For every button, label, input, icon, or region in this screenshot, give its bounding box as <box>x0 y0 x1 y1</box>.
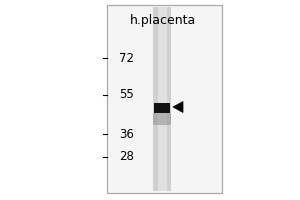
Bar <box>153 7 171 191</box>
Bar <box>158 7 166 191</box>
Text: h.placenta: h.placenta <box>130 14 196 27</box>
Bar <box>107 5 222 193</box>
Bar <box>107 5 222 193</box>
Text: 28: 28 <box>119 150 134 164</box>
Polygon shape <box>173 102 183 112</box>
Text: 55: 55 <box>119 88 134 102</box>
Text: 72: 72 <box>119 51 134 64</box>
Bar <box>154 103 170 113</box>
Bar <box>153 113 171 125</box>
Text: 36: 36 <box>119 128 134 140</box>
